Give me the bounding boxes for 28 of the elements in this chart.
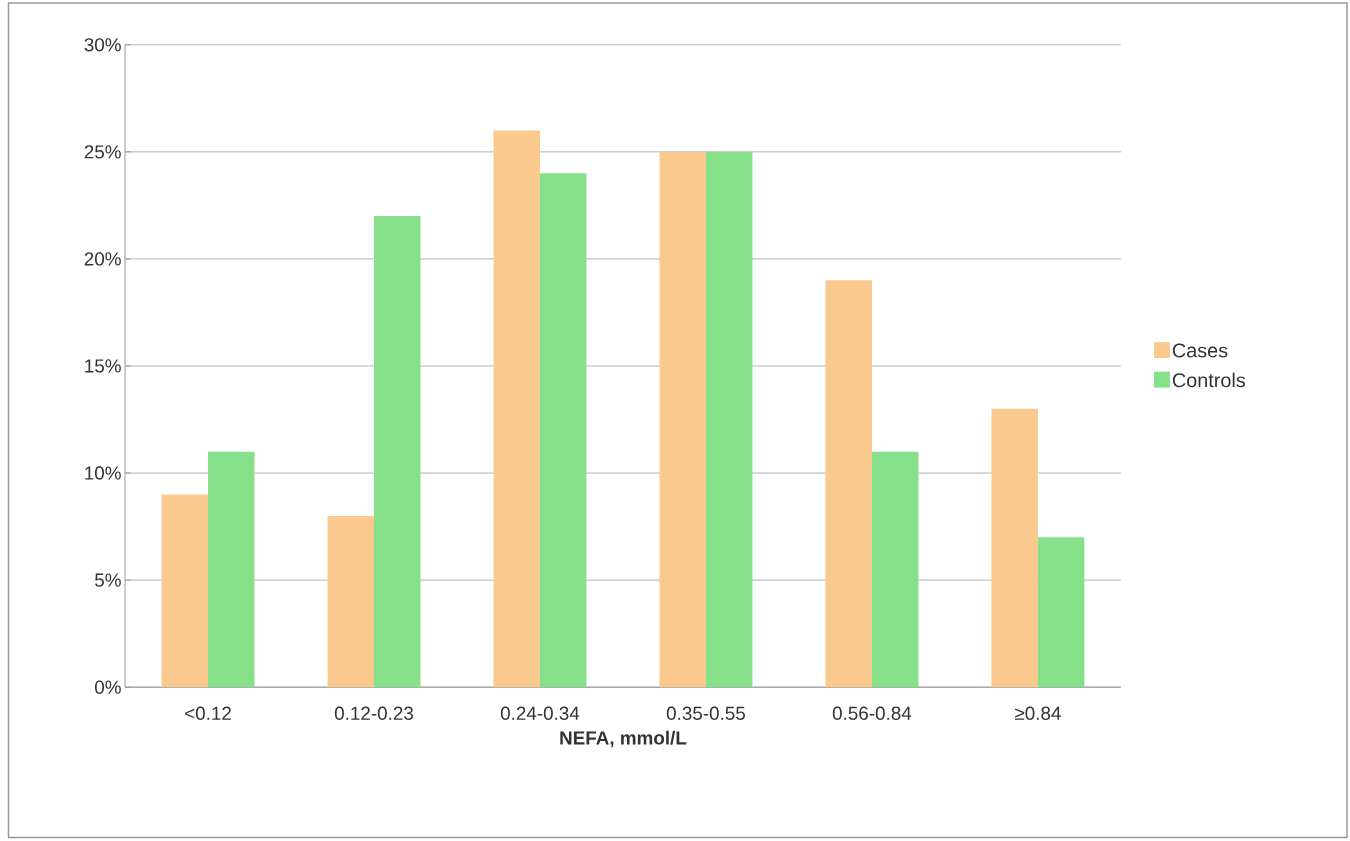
y-tick-label: 10%: [85, 466, 121, 480]
bar: [871, 451, 919, 688]
y-tick-label: 5%: [95, 573, 121, 587]
x-tick-label: 0.35-0.55: [666, 706, 745, 721]
legend-label: Controls: [1172, 372, 1246, 388]
y-tick-label: 20%: [84, 252, 121, 266]
bar: [208, 451, 255, 688]
x-tick-label: ≥0.84: [1014, 706, 1061, 721]
y-tick-label: 30%: [84, 38, 121, 52]
bar: [659, 152, 706, 688]
y-tick-label: 15%: [85, 359, 121, 373]
x-axis-title: NEFA, mmol/L: [560, 730, 687, 748]
bar: [1037, 537, 1085, 688]
x-tick-label: 0.12-0.23: [334, 706, 413, 721]
y-tick-label: 0%: [95, 680, 121, 695]
bar: [161, 494, 209, 688]
bar: [705, 152, 753, 688]
bar: [825, 280, 872, 688]
bar: [493, 130, 540, 688]
x-tick-label: 0.56-0.84: [832, 706, 912, 721]
bar: [374, 216, 421, 688]
x-tick-label: 0.24-0.34: [500, 706, 580, 721]
bar: [327, 516, 374, 688]
legend-label: Cases: [1172, 343, 1228, 358]
x-tick-label: <0.12: [185, 706, 231, 721]
y-tick-label: 25%: [84, 145, 121, 159]
bar: [539, 173, 587, 688]
bar: [991, 409, 1038, 688]
